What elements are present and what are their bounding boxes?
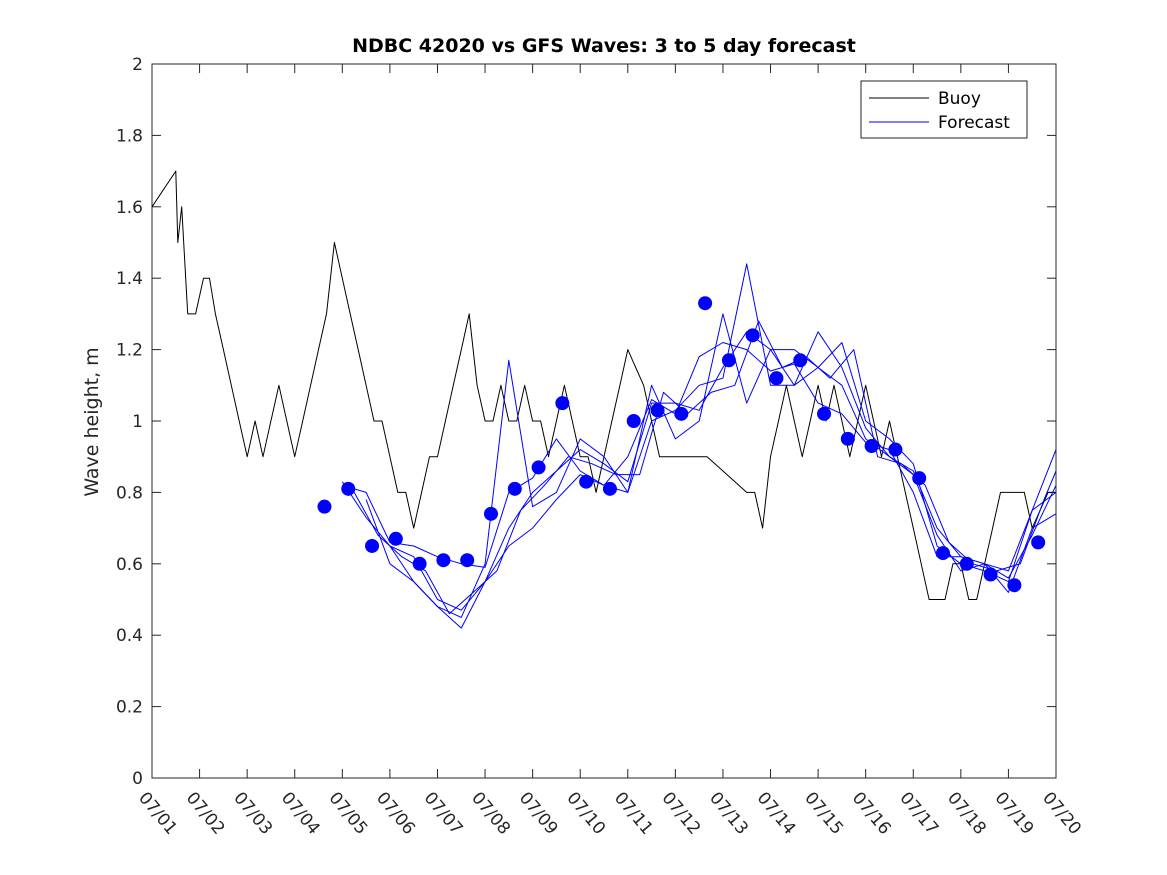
forecast-point: [531, 460, 546, 475]
y-tick-label: 0.6: [116, 555, 143, 575]
forecast-point: [460, 553, 475, 568]
y-tick-label: 0.8: [116, 483, 143, 503]
forecast-series-line-2: [353, 320, 1057, 615]
legend-label-forecast: Forecast: [938, 113, 1010, 133]
forecast-point: [698, 296, 713, 311]
y-tick-label: 1.2: [116, 341, 143, 361]
forecast-point: [602, 481, 617, 496]
forecast-point: [436, 553, 451, 568]
chart-title: NDBC 42020 vs GFS Waves: 3 to 5 day fore…: [352, 35, 856, 57]
forecast-series-line-1: [341, 331, 1057, 611]
forecast-point: [1031, 535, 1046, 550]
y-tick-label: 1.4: [116, 269, 143, 289]
forecast-point: [793, 353, 808, 368]
forecast-point: [507, 481, 522, 496]
forecast-point: [626, 414, 641, 428]
y-tick-label: 1.8: [116, 126, 143, 146]
legend-label-buoy: Buoy: [938, 89, 981, 109]
forecast-point: [983, 567, 998, 582]
forecast-point: [317, 499, 332, 514]
forecast-point: [745, 328, 760, 343]
axes-box: [151, 63, 1057, 779]
y-tick-label: 0.4: [116, 626, 143, 646]
forecast-point: [484, 506, 498, 521]
y-tick-label: 1: [132, 412, 143, 432]
y-tick-label: 2: [132, 55, 143, 75]
buoy-series-line: [151, 170, 1056, 600]
forecast-point: [912, 471, 927, 486]
forecast-point: [817, 406, 832, 421]
forecast-point: [1007, 578, 1022, 593]
forecast-point: [936, 546, 950, 561]
forecast-point: [864, 438, 879, 453]
forecast-point: [412, 556, 427, 571]
y-axis-label: Wave height, m: [81, 347, 103, 496]
forecast-point: [888, 442, 903, 457]
forecast-point: [579, 474, 594, 489]
forecast-point: [959, 556, 974, 571]
forecast-point: [388, 531, 403, 546]
legend-box: [860, 80, 1028, 139]
forecast-point: [769, 371, 784, 386]
forecast-point: [555, 396, 570, 411]
forecast-point: [650, 403, 665, 418]
forecast-point: [365, 538, 380, 553]
y-tick-label: 0.2: [116, 698, 143, 718]
forecast-point: [674, 406, 689, 421]
forecast-point: [840, 431, 855, 446]
y-tick-label: 0: [132, 769, 143, 789]
forecast-point: [341, 481, 356, 496]
y-tick-label: 1.6: [116, 198, 143, 218]
forecast-point: [721, 353, 736, 368]
